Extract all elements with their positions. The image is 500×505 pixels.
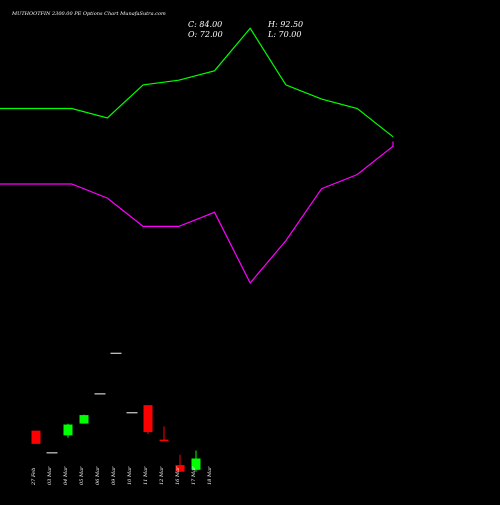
candle-body xyxy=(175,465,185,472)
candle-17-mar xyxy=(191,450,201,472)
candle-body xyxy=(191,458,201,470)
open-value: O: 72.00 xyxy=(188,30,223,39)
candle-body xyxy=(143,405,153,433)
candle-27-feb xyxy=(31,430,41,444)
candle-body xyxy=(159,439,169,442)
date-label: 16 Mar xyxy=(175,466,181,485)
date-label: 27 Feb xyxy=(31,468,37,486)
date-label: 04 Mar xyxy=(63,466,69,485)
date-label: 18 Mar xyxy=(207,466,213,485)
date-label: 12 Mar xyxy=(159,466,165,485)
chart-title: MUTHOOTFIN 2300.00 PE Options Chart Muna… xyxy=(11,11,166,17)
band-lines xyxy=(0,27,394,285)
upper-band-line xyxy=(0,27,394,138)
date-label: 05 Mar xyxy=(79,466,85,485)
date-label: 10 Mar xyxy=(127,466,133,485)
candle-11-mar xyxy=(143,405,153,434)
candle-16-mar xyxy=(175,454,185,472)
candle-04-mar xyxy=(63,423,73,438)
date-axis: 27 Feb 03 Mar 04 Mar 05 Mar 06 Mar 09 Mar 10 M… xyxy=(31,466,213,486)
high-value: H: 92.50 xyxy=(267,20,303,29)
candle-12-mar xyxy=(159,426,169,442)
date-label: 06 Mar xyxy=(95,466,101,485)
close-value: C: 84.00 xyxy=(188,20,222,29)
lower-band-line xyxy=(0,141,394,285)
date-label: 11 Mar xyxy=(143,466,149,485)
low-value: L: 70.00 xyxy=(267,30,301,39)
date-label: 09 Mar xyxy=(111,466,117,485)
candle-body xyxy=(63,424,73,436)
candle-body xyxy=(79,415,89,424)
candlesticks xyxy=(31,352,201,472)
candle-05-mar xyxy=(79,414,89,424)
date-label: 03 Mar xyxy=(47,466,53,485)
candle-body xyxy=(31,430,41,444)
date-label: 17 Mar xyxy=(191,466,197,485)
